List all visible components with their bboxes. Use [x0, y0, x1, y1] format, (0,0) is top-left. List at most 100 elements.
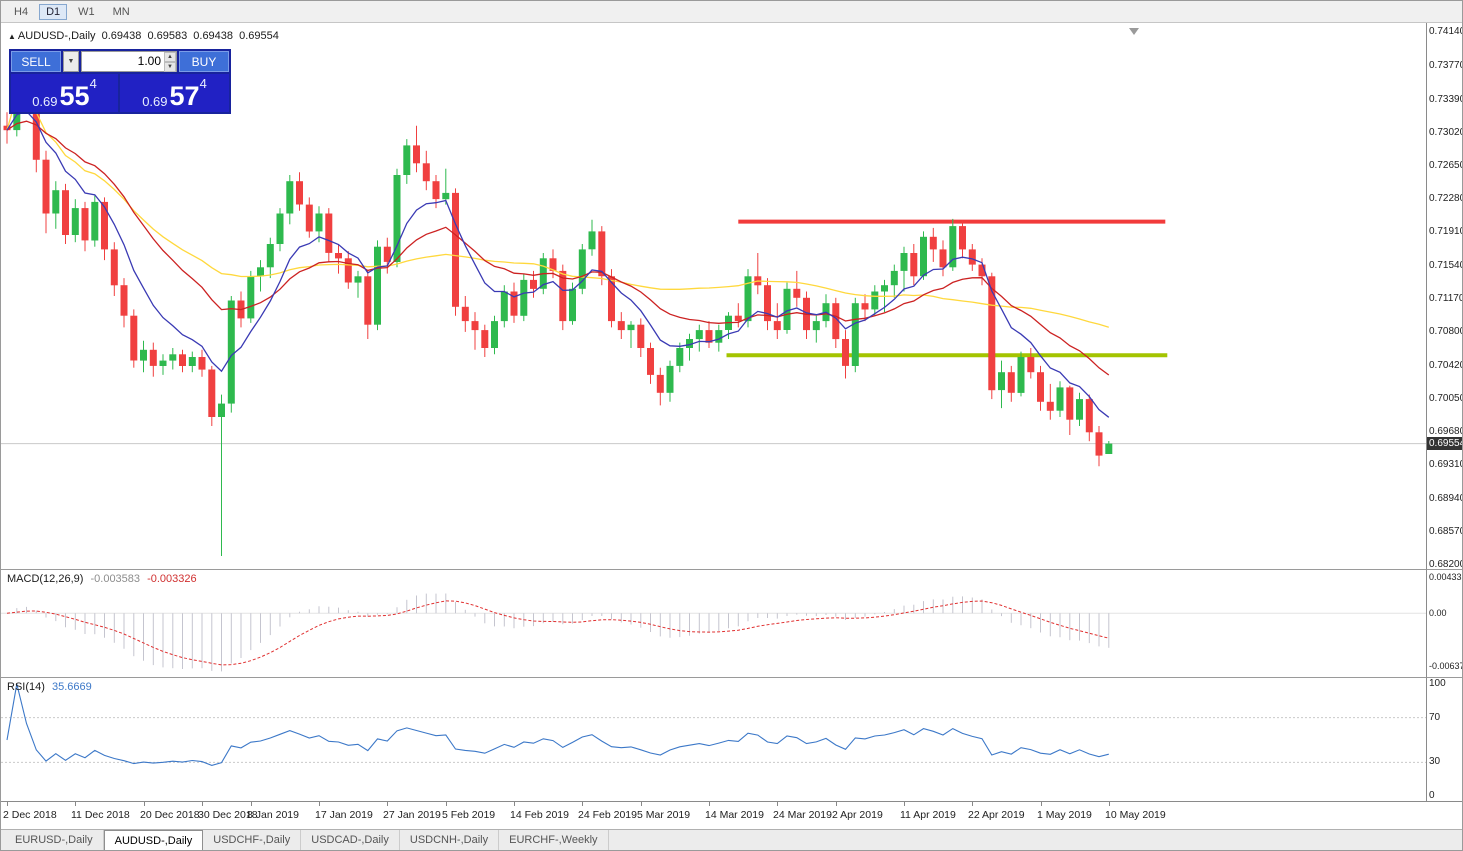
sell-button[interactable]: SELL [11, 51, 61, 72]
time-axis-tick [777, 802, 778, 806]
volume-spin-up-icon[interactable]: ▲ [164, 52, 176, 62]
collapse-triangle-icon[interactable]: ▲ [8, 32, 16, 41]
time-axis-label: 5 Mar 2019 [637, 809, 691, 821]
time-axis-tick [641, 802, 642, 806]
macd-panel[interactable]: MACD(12,26,9) -0.003583 -0.003326 [1, 569, 1426, 677]
price-axis-label: 0.70420 [1429, 360, 1463, 371]
one-click-trading-panel: SELL ▼ ▲ ▼ BUY 0.69 55 4 0.6 [9, 49, 231, 114]
price-axis-label: 0.73020 [1429, 127, 1463, 138]
rsi-axis[interactable]: 100 70 30 0 [1426, 677, 1462, 801]
chart-tab-eurusd-daily[interactable]: EURUSD-,Daily [5, 830, 104, 850]
price-chart[interactable]: ▲ AUDUSD-,Daily 0.69438 0.69583 0.69438 0… [1, 23, 1426, 569]
ohlc-close: 0.69554 [239, 30, 279, 42]
rsi-axis-label: 70 [1429, 712, 1441, 723]
price-axis-label: 0.71540 [1429, 260, 1463, 271]
time-axis-label: 2 Dec 2018 [3, 809, 57, 821]
buy-price-prefix: 0.69 [142, 94, 168, 109]
chart-tab-bar: EURUSD-,Daily AUDUSD-,Daily USDCHF-,Daily U… [1, 829, 1462, 850]
macd-value-signal: -0.003326 [147, 573, 197, 585]
time-axis-label: 30 Dec 2018 [198, 809, 258, 821]
time-axis-label: 24 Feb 2019 [578, 809, 637, 821]
timeframe-button-h4[interactable]: H4 [14, 5, 29, 18]
rsi-axis-label: 30 [1429, 756, 1441, 767]
macd-value-main: -0.003583 [90, 573, 141, 585]
price-axis-label: 0.70050 [1429, 393, 1463, 404]
sell-price-pip: 4 [89, 76, 97, 91]
sell-price-prefix: 0.69 [32, 94, 58, 109]
time-axis-label: 24 Mar 2019 [773, 809, 832, 821]
time-axis-label: 14 Feb 2019 [510, 809, 569, 821]
price-axis-label: 0.69310 [1429, 459, 1463, 470]
time-axis-tick [514, 802, 515, 806]
ohlc-high: 0.69583 [147, 30, 188, 42]
volume-dropdown-arrow-icon[interactable]: ▼ [63, 51, 79, 72]
rsi-value: 35.6669 [51, 681, 92, 693]
timeframe-toolbar: H4 D1 W1 MN [1, 1, 1462, 23]
time-axis-tick [446, 802, 447, 806]
time-axis-label: 14 Mar 2019 [705, 809, 764, 821]
volume-input[interactable] [82, 52, 176, 70]
macd-axis-label: 0.00 [1429, 608, 1447, 618]
chart-tab-eurchf-weekly[interactable]: EURCHF-,Weekly [499, 830, 609, 850]
rsi-name: RSI(14) [7, 681, 45, 693]
time-axis-label: 20 Dec 2018 [140, 809, 200, 821]
sell-price-tile[interactable]: 0.69 55 4 [11, 74, 118, 112]
time-axis-label: 11 Dec 2018 [71, 809, 130, 821]
time-axis-label: 27 Jan 2019 [383, 809, 441, 821]
rsi-axis-label: 0 [1429, 790, 1435, 801]
price-axis-label: 0.68940 [1429, 493, 1463, 504]
macd-axis[interactable]: 0.004331 0.00 -0.006373 [1426, 569, 1462, 677]
buy-price-big: 57 [169, 81, 200, 111]
time-axis-tick [972, 802, 973, 806]
rsi-axis-label: 100 [1429, 678, 1446, 689]
time-axis-label: 22 Apr 2019 [968, 809, 1025, 821]
volume-spin-down-icon[interactable]: ▼ [164, 62, 176, 72]
buy-button[interactable]: BUY [179, 51, 229, 72]
time-axis[interactable]: 2 Dec 2018 11 Dec 2018 20 Dec 2018 30 Dec 2… [1, 801, 1462, 829]
price-axis-label: 0.69680 [1429, 426, 1463, 437]
chart-tab-usdcad-daily[interactable]: USDCAD-,Daily [301, 830, 400, 850]
time-axis-tick [1109, 802, 1110, 806]
buy-price-tile[interactable]: 0.69 57 4 [120, 74, 229, 112]
timeframe-button-d1[interactable]: D1 [39, 3, 68, 20]
price-axis-label: 0.72650 [1429, 160, 1463, 171]
price-axis-label: 0.73770 [1429, 60, 1463, 71]
price-axis-label: 0.74140 [1429, 26, 1463, 37]
time-axis-tick [202, 802, 203, 806]
chart-tab-audusd-daily[interactable]: AUDUSD-,Daily [103, 830, 204, 850]
time-axis-label: 5 Feb 2019 [442, 809, 496, 821]
price-axis-label: 0.71910 [1429, 226, 1463, 237]
macd-canvas[interactable] [1, 570, 1426, 677]
time-axis-tick [709, 802, 710, 806]
candlestick-canvas[interactable] [1, 23, 1426, 569]
rsi-label: RSI(14) 35.6669 [7, 681, 92, 693]
time-axis-label: 8 Jan 2019 [247, 809, 299, 821]
timeframe-button-w1[interactable]: W1 [78, 5, 95, 18]
ohlc-low: 0.69438 [193, 30, 234, 42]
chart-symbol-label: AUDUSD-,Daily [17, 30, 96, 42]
rsi-canvas[interactable] [1, 678, 1426, 801]
chart-tab-usdchf-daily[interactable]: USDCHF-,Daily [203, 830, 302, 850]
time-axis-tick [1041, 802, 1042, 806]
current-price-tag: 0.69554 [1427, 437, 1463, 450]
sell-price-big: 55 [59, 81, 90, 111]
chart-tab-usdcnh-daily[interactable]: USDCNH-,Daily [400, 830, 500, 850]
price-axis[interactable]: 0.74140 0.73770 0.73390 0.73020 0.72650 0.722… [1426, 23, 1463, 570]
time-axis-tick [251, 802, 252, 806]
price-axis-label: 0.68570 [1429, 526, 1463, 537]
time-axis-tick [319, 802, 320, 806]
timeframe-button-mn[interactable]: MN [112, 5, 130, 18]
time-axis-tick [836, 802, 837, 806]
time-axis-tick [582, 802, 583, 806]
time-axis-label: 1 May 2019 [1037, 809, 1092, 821]
time-axis-label: 17 Jan 2019 [315, 809, 373, 821]
price-axis-label: 0.71170 [1429, 293, 1463, 304]
ohlc-open: 0.69438 [101, 30, 142, 42]
price-axis-label: 0.70800 [1429, 326, 1463, 337]
time-axis-tick [75, 802, 76, 806]
macd-label: MACD(12,26,9) -0.003583 -0.003326 [7, 573, 197, 585]
time-axis-label: 2 Apr 2019 [832, 809, 883, 821]
rsi-panel[interactable]: RSI(14) 35.6669 [1, 677, 1426, 801]
time-axis-tick [387, 802, 388, 806]
